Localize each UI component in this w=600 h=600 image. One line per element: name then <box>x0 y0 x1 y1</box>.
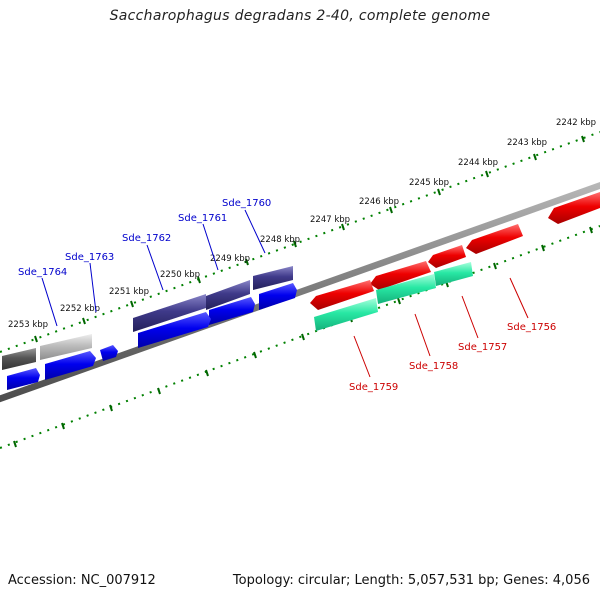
tick-track-lower <box>0 225 600 449</box>
gene-label-sde1764: Sde_1764 <box>18 267 67 278</box>
reverse-gene-labels: Sde_1756 Sde_1757 Sde_1758 Sde_1759 <box>349 277 556 393</box>
topology-label: Topology: circular; Length: 5,057,531 bp… <box>232 573 590 588</box>
gene-block-sde1757 <box>434 262 473 286</box>
reverse-track-outer <box>310 192 600 310</box>
gene-label-sde1760: Sde_1760 <box>222 198 271 209</box>
gene-label-sde1756: Sde_1756 <box>507 322 556 333</box>
cds-arrow <box>310 280 374 310</box>
kbp-label: 2253 kbp <box>8 320 48 330</box>
gene-block-sde1764 <box>2 348 36 370</box>
gene-block-sde1763 <box>40 334 92 360</box>
kbp-label: 2247 kbp <box>310 215 350 225</box>
gene-label-sde1758: Sde_1758 <box>409 361 458 372</box>
gene-label-sde1759: Sde_1759 <box>349 382 398 393</box>
gene-block-sde1759 <box>314 298 378 331</box>
cds-arrow <box>370 261 431 290</box>
kbp-label: 2252 kbp <box>60 304 100 314</box>
accession-label: Accession: NC_007912 <box>8 573 156 588</box>
gene-label-sde1761: Sde_1761 <box>178 213 227 224</box>
kbp-label: 2249 kbp <box>210 254 250 264</box>
forward-track-inner <box>7 283 297 390</box>
kbp-label: 2245 kbp <box>409 178 449 188</box>
genome-backbone <box>0 182 600 403</box>
tick-track-upper <box>0 131 600 353</box>
cds-arrow <box>100 345 118 361</box>
kbp-label: 2251 kbp <box>109 287 149 297</box>
gene-block-sde1762 <box>133 294 206 332</box>
figure-title: Saccharophagus degradans 2-40, complete … <box>109 8 491 24</box>
cds-arrow <box>209 297 255 325</box>
gene-label-sde1762: Sde_1762 <box>122 233 171 244</box>
reverse-track-inner <box>314 262 473 331</box>
major-ticks-upper <box>34 135 585 343</box>
cds-arrow <box>548 192 600 224</box>
kbp-label: 2244 kbp <box>458 158 498 168</box>
kbp-label: 2248 kbp <box>260 235 300 245</box>
forward-track-outer <box>2 266 293 370</box>
cds-arrow <box>45 351 96 380</box>
cds-arrow <box>7 368 40 390</box>
kbp-label: 2242 kbp <box>556 118 596 128</box>
kbp-labels: 2242 kbp 2243 kbp 2244 kbp 2245 kbp 2246… <box>8 118 596 330</box>
cds-arrow <box>138 312 211 348</box>
kbp-label: 2246 kbp <box>359 197 399 207</box>
gene-label-sde1757: Sde_1757 <box>458 342 507 353</box>
gene-block-sde1761 <box>206 280 250 310</box>
gene-block-sde1758 <box>376 274 436 304</box>
forward-gene-labels: Sde_1760 Sde_1761 Sde_1762 Sde_1763 Sde_… <box>18 198 271 327</box>
cds-arrow <box>259 283 297 310</box>
cds-arrow <box>466 224 523 254</box>
cds-arrow <box>428 245 466 268</box>
gene-label-sde1763: Sde_1763 <box>65 252 114 263</box>
gene-block-sde1760 <box>253 266 293 290</box>
kbp-label: 2250 kbp <box>160 270 200 280</box>
kbp-label: 2243 kbp <box>507 138 547 148</box>
